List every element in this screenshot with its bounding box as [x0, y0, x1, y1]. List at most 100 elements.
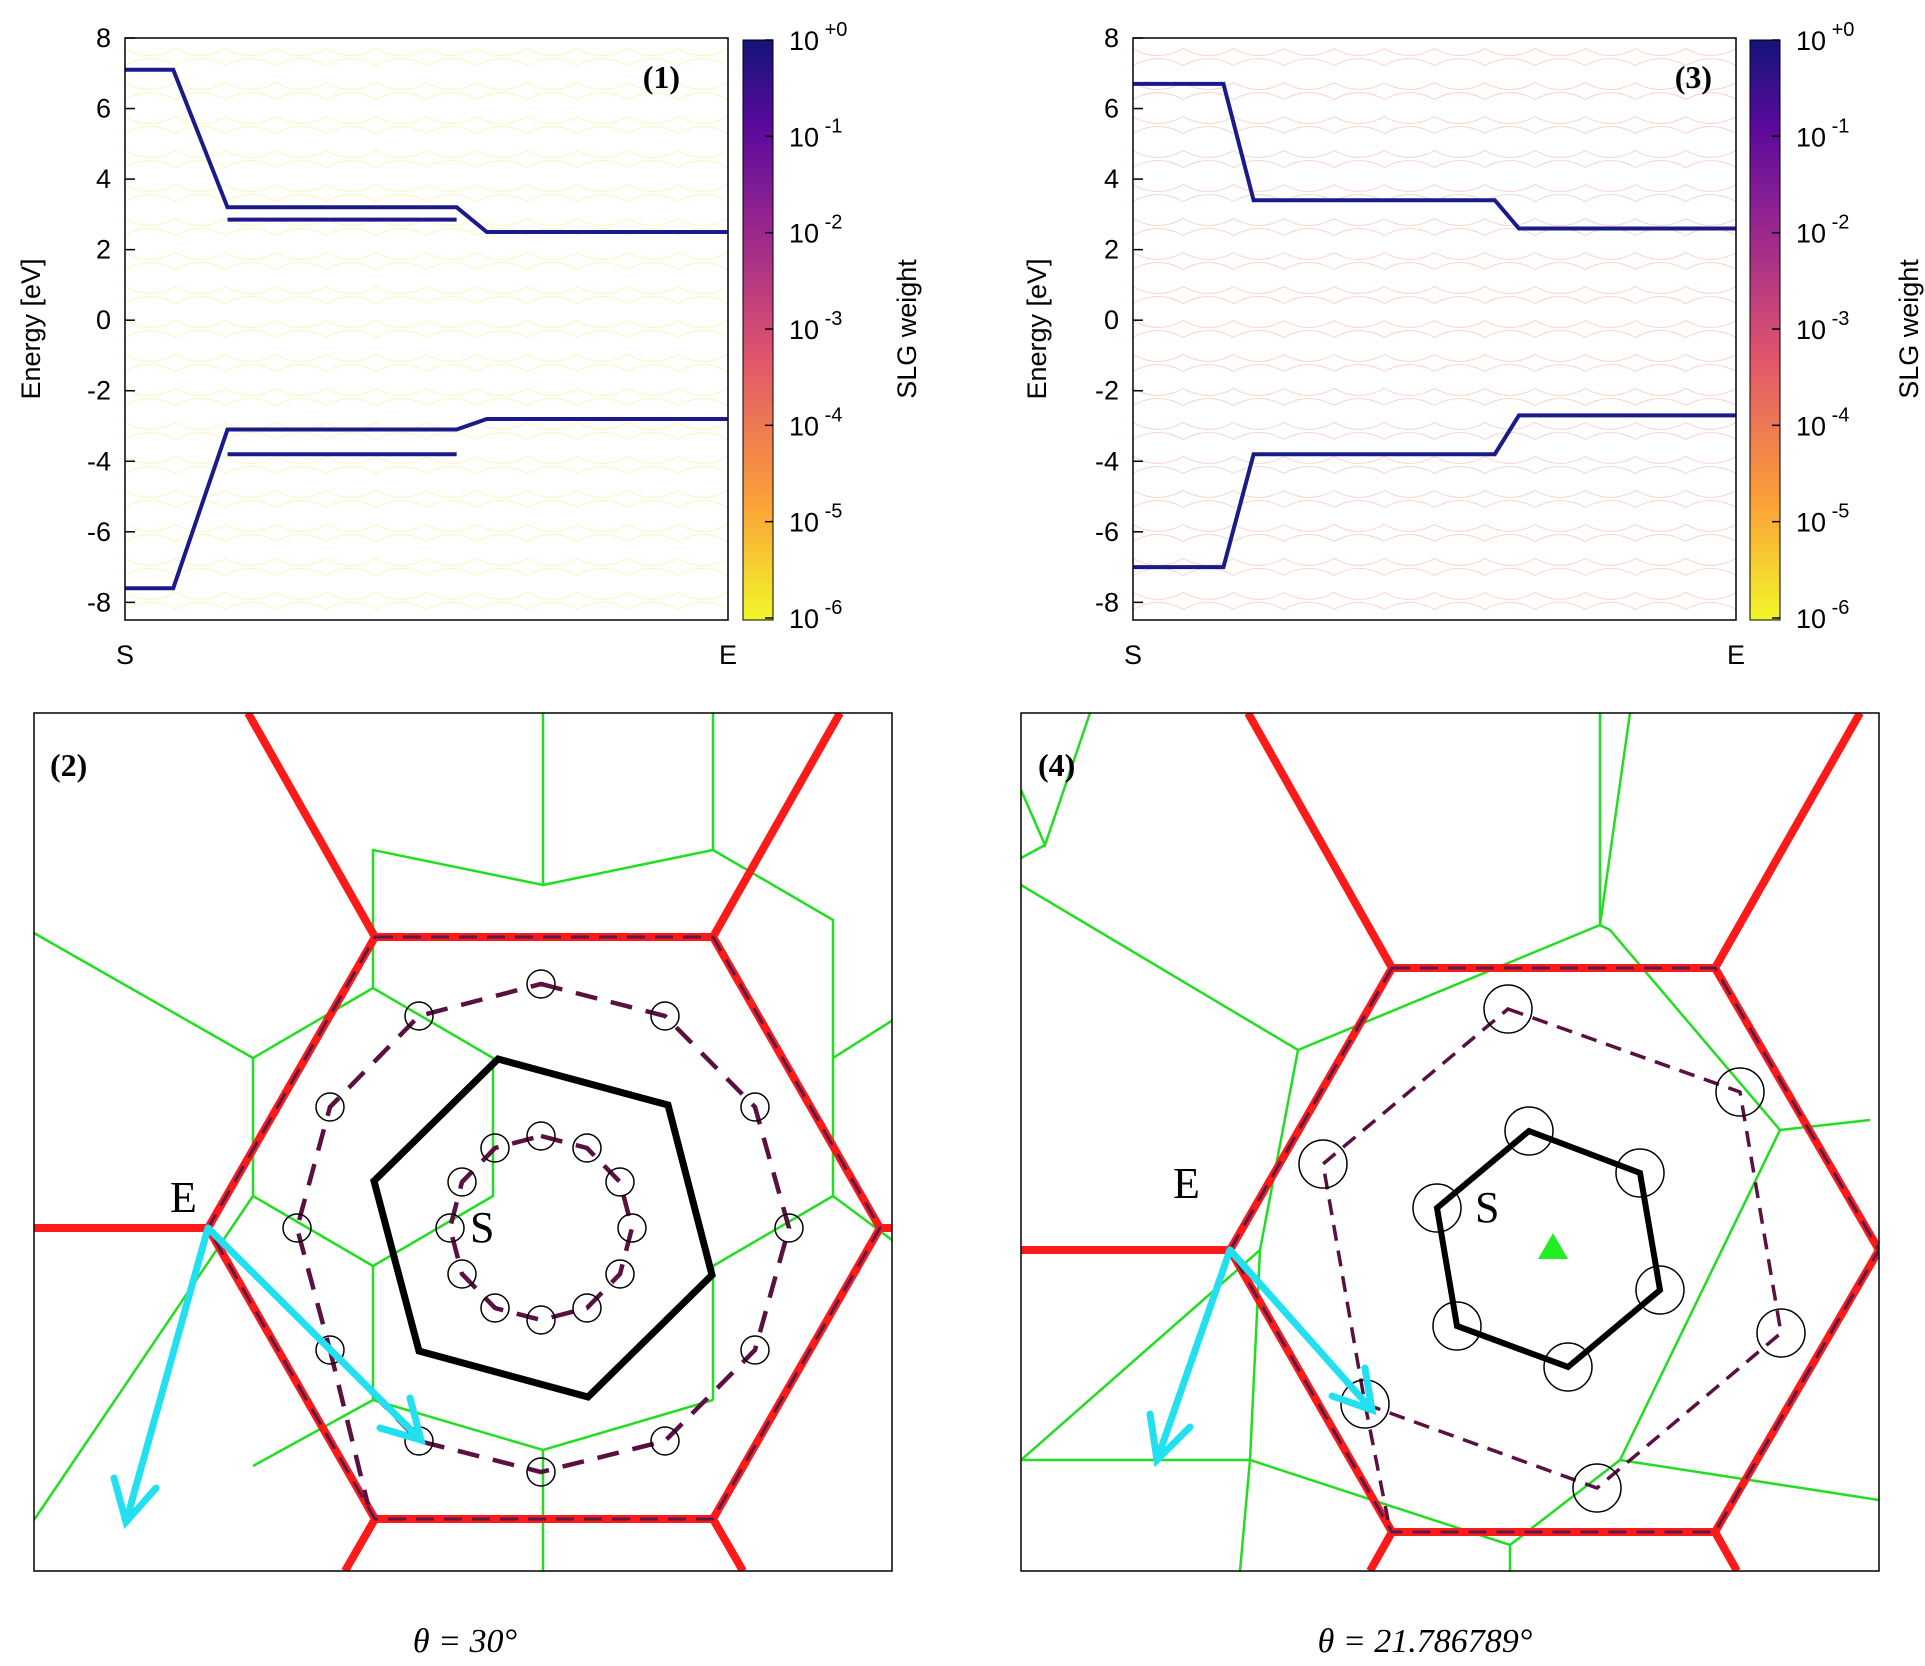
background-band	[1132, 465, 1737, 475]
background-band	[124, 126, 729, 135]
y-tick-label: 0	[1104, 305, 1119, 335]
black-hexagon-2	[370, 1055, 716, 1401]
background-band	[124, 115, 729, 125]
colorbar-tick-exponent: -5	[1826, 501, 1849, 523]
background-band	[124, 296, 729, 305]
background-band	[1132, 183, 1737, 193]
background-band	[124, 228, 729, 237]
background-band	[1132, 397, 1737, 407]
background-band	[124, 48, 729, 57]
background-band	[1132, 81, 1737, 91]
background-band	[1132, 160, 1737, 169]
panel-label-2: (2)	[50, 747, 87, 783]
y-axis-label-1: Energy [eV]	[16, 258, 46, 399]
background-band	[1132, 387, 1737, 396]
colorbar-tick-exponent: -5	[819, 501, 842, 523]
background-band	[1132, 353, 1737, 362]
label-E-4: E	[1173, 1159, 1200, 1208]
colorbar-tick-exponent: +0	[1826, 19, 1854, 41]
x-tick-start-3: S	[1124, 640, 1142, 670]
background-band	[124, 285, 729, 295]
background-band	[124, 601, 729, 610]
label-S-4: S	[1475, 1183, 1499, 1232]
series-line	[1133, 413, 1736, 570]
circles-2	[282, 969, 804, 1487]
arrows-2	[110, 1224, 426, 1530]
y-tick-label: 6	[1104, 94, 1119, 124]
background-band	[1132, 567, 1737, 577]
label-E-2: E	[170, 1173, 197, 1222]
panel-label-1: (1)	[643, 59, 680, 95]
colorbar-tick-label: 10 +0	[789, 19, 847, 56]
x-tick-start-1: S	[116, 640, 134, 670]
colorbar-tick-exponent: -2	[819, 212, 842, 234]
background-band	[1132, 126, 1737, 135]
background-band	[124, 567, 729, 577]
y-tick-label: 0	[96, 305, 111, 335]
background-band	[1132, 601, 1737, 610]
colorbar-tick-exponent: -4	[1826, 404, 1849, 426]
background-bands-3	[1132, 48, 1737, 610]
background-band	[1132, 228, 1737, 237]
angle-caption-2: θ = 30°	[413, 1623, 518, 1660]
background-band	[1132, 591, 1737, 600]
y-tick-label: 4	[96, 164, 111, 194]
background-band	[1132, 557, 1737, 566]
red-brillouin-zone-4	[1021, 713, 1879, 1571]
background-band	[124, 319, 729, 329]
background-band	[124, 194, 729, 203]
y-tick-label: -6	[1095, 517, 1119, 547]
circles-4	[1298, 984, 1806, 1513]
gamma-point-icon-4	[1538, 1233, 1568, 1259]
y-ticks-1: 8 6 4 2 0 -2 -4 -6 -8	[87, 23, 135, 617]
background-band	[124, 160, 729, 169]
colorbar-tick-label: 10 -4	[1796, 404, 1849, 441]
label-S-2: S	[470, 1203, 494, 1252]
background-band	[1132, 489, 1737, 498]
colorbar-tick-exponent: -6	[819, 597, 842, 619]
background-band	[124, 92, 729, 101]
y-tick-label: 4	[1104, 164, 1119, 194]
colorbar-ticks-1: 10 +0 10 -1 10 -2 10 -3 10 -4 10 -5 10 -6	[765, 19, 847, 634]
outer-dashed-ring-4	[1321, 1007, 1783, 1490]
outer-dashed-ring-2	[294, 981, 792, 1475]
colorbar-tick-exponent: -4	[819, 404, 842, 426]
background-band	[124, 387, 729, 396]
background-band	[124, 465, 729, 475]
y-tick-label: -2	[87, 376, 111, 406]
background-band	[124, 431, 729, 441]
colorbar-tick-exponent: +0	[819, 19, 847, 41]
extra-dash-2	[327, 1349, 371, 1506]
series-line	[125, 416, 728, 591]
y-tick-label: 8	[1104, 23, 1119, 53]
background-band	[1132, 363, 1737, 373]
colorbar-tick-exponent: -3	[819, 308, 842, 330]
plot-frame-1	[124, 37, 729, 621]
background-band	[1132, 431, 1737, 441]
background-band	[1132, 251, 1737, 261]
background-band	[1132, 455, 1737, 464]
series-line	[125, 67, 728, 234]
y-tick-label: -8	[1095, 587, 1119, 617]
angle-caption-4: θ = 21.786789°	[1318, 1623, 1533, 1660]
background-band	[124, 353, 729, 362]
background-band	[124, 58, 729, 67]
colorbar-tick-label: 10 -1	[789, 115, 842, 152]
background-band	[1132, 319, 1737, 329]
background-band	[124, 533, 729, 543]
background-band	[124, 183, 729, 193]
inner-dashed-ring-2	[447, 1133, 635, 1323]
colorbar-tick-label: 10 -4	[789, 404, 842, 441]
background-band	[1132, 523, 1737, 532]
series-lines-3	[1133, 81, 1736, 570]
series-line	[1133, 81, 1736, 231]
series-lines-1	[125, 67, 728, 591]
background-band	[1132, 58, 1737, 67]
background-band	[124, 421, 729, 430]
background-band	[124, 363, 729, 373]
background-band	[1132, 262, 1737, 271]
colorbar-tick-label: 10 -5	[789, 501, 842, 538]
colorbar-1	[742, 39, 774, 621]
background-band	[124, 262, 729, 271]
